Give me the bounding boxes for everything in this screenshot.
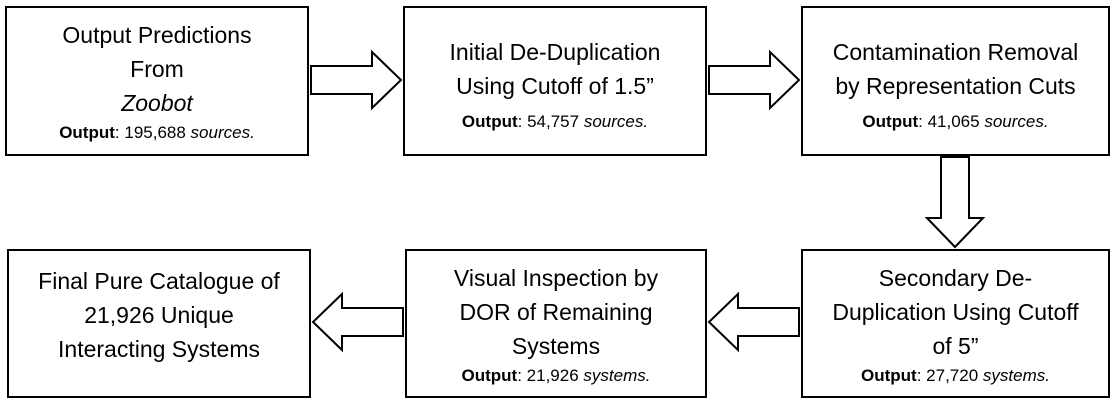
arrow-down-1 (924, 156, 986, 249)
step-title: Contamination Removal by Representation … (832, 39, 1079, 99)
step-output: Output: 27,720 systems. (861, 365, 1050, 385)
step-title: Output Predictions From Zoobot (62, 22, 252, 116)
step-output-predictions: Output Predictions From Zoobot Output: 1… (5, 6, 309, 156)
step-title: Final Pure Catalogue of 21,926 Unique In… (38, 267, 280, 362)
step-final-catalogue: Final Pure Catalogue of 21,926 Unique In… (7, 249, 311, 398)
step-secondary-deduplication: Secondary De- Duplication Using Cutoff o… (801, 249, 1110, 398)
step-initial-deduplication: Initial De-Duplication Using Cutoff of 1… (403, 6, 707, 156)
step-contamination-removal: Contamination Removal by Representation … (801, 6, 1110, 156)
step-output: Output: 54,757 sources. (461, 112, 649, 131)
arrow-left-2 (311, 291, 404, 353)
step-title: Secondary De- Duplication Using Cutoff o… (832, 264, 1079, 359)
arrow-right-1 (310, 49, 403, 111)
step-title: Initial De-Duplication Using Cutoff of 1… (449, 39, 661, 99)
step-title: Visual Inspection by DOR of Remaining Sy… (453, 264, 659, 359)
step-output: Output: 195,688 sources. (59, 123, 255, 142)
arrow-left-1 (707, 291, 800, 353)
step-output: Output: 41,065 sources. (862, 112, 1049, 131)
step-visual-inspection: Visual Inspection by DOR of Remaining Sy… (405, 249, 707, 398)
arrow-right-2 (708, 49, 801, 111)
step-output: Output: 21,926 systems. (461, 365, 651, 385)
